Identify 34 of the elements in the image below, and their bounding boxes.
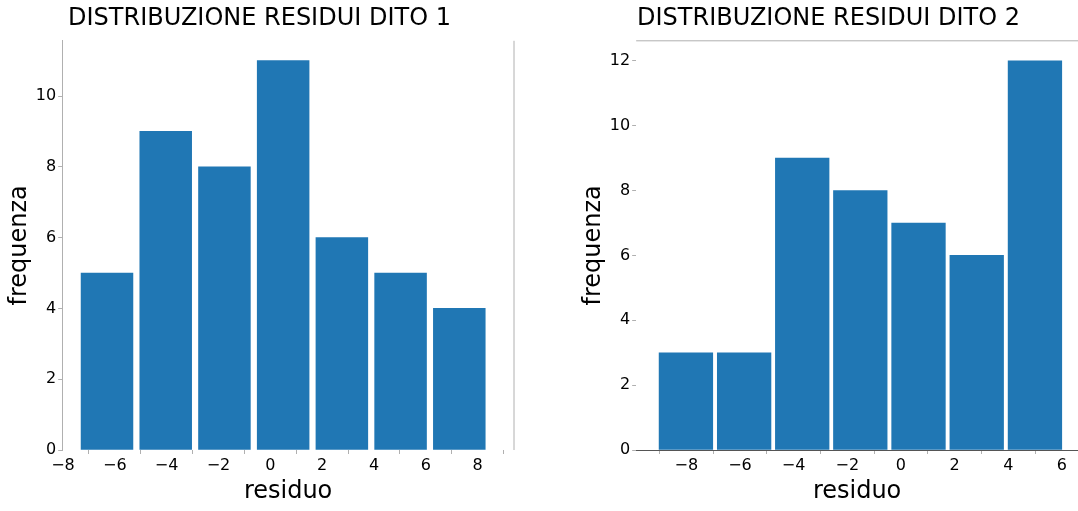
x-tick-label: 0 <box>895 454 907 474</box>
x-tick-label: 6 <box>1056 454 1067 474</box>
y-tick-label: 10 <box>609 114 631 134</box>
y-tick-label: 6 <box>619 244 631 264</box>
x-tick-label: −4 <box>154 454 179 474</box>
x-tick-label: 8 <box>472 454 483 474</box>
y-tick-label: 12 <box>609 50 631 70</box>
y-tick-label: 2 <box>619 374 631 394</box>
x-axis-title: residuo <box>812 475 902 504</box>
x-tick-label: −2 <box>206 454 231 474</box>
x-tick-label: −8 <box>674 454 699 474</box>
x-tick-label: 2 <box>317 454 328 474</box>
x-tick-label: −2 <box>835 454 860 474</box>
y-axis-title: frequenza <box>3 185 32 306</box>
y-tick-label: 8 <box>45 155 57 175</box>
y-tick-label: 4 <box>45 297 57 317</box>
y-tick-label: 4 <box>619 309 631 329</box>
x-tick-label: −6 <box>102 454 127 474</box>
x-tick-label: 0 <box>265 454 276 474</box>
y-tick-label: 10 <box>35 85 57 105</box>
chart-title: DISTRIBUZIONE RESIDUI DITO 1 <box>68 2 451 31</box>
x-axis-title: residuo <box>243 475 333 504</box>
x-tick-label: 4 <box>1003 454 1014 474</box>
x-tick-label: −6 <box>728 454 752 474</box>
y-tick-label: 2 <box>45 368 57 388</box>
y-tick-label: 8 <box>619 179 631 199</box>
y-tick-label: 0 <box>619 439 631 459</box>
x-tick-label: 2 <box>949 454 960 474</box>
x-tick-label: −4 <box>781 454 806 474</box>
chart-title: DISTRIBUZIONE RESIDUI DITO 2 <box>637 2 1020 31</box>
y-axis-title: frequenza <box>577 185 606 306</box>
y-tick-label: 6 <box>45 226 57 246</box>
x-tick-label: 6 <box>420 454 431 474</box>
x-tick-label: 4 <box>368 454 380 474</box>
